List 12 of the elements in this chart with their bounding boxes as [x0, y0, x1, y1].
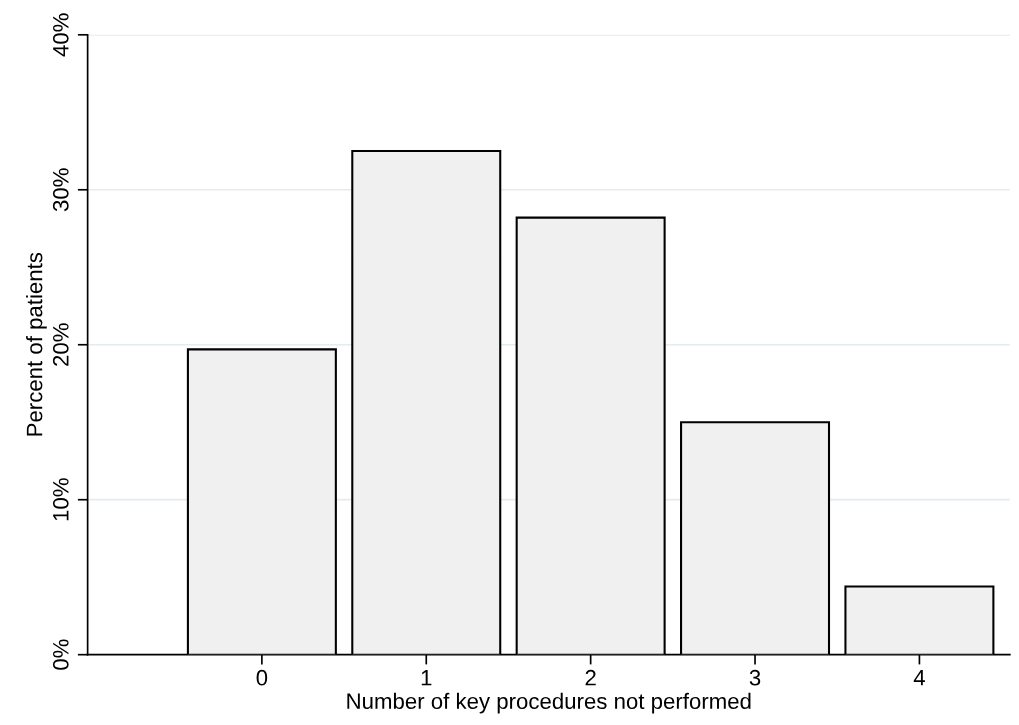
- y-tick-label: 30%: [52, 168, 69, 212]
- y-axis-title: Percent of patients: [26, 252, 47, 436]
- x-tick-label: 3: [749, 669, 761, 686]
- x-tick-label: 0: [256, 669, 268, 686]
- y-tick-label: 10%: [52, 478, 69, 521]
- x-tick-label: 1: [421, 670, 432, 686]
- x-tick-label: 2: [585, 669, 596, 686]
- x-axis-title: Number of key procedures not performed: [347, 692, 751, 714]
- x-tick-label: 4: [913, 670, 925, 686]
- y-tick-label: 0%: [52, 639, 69, 670]
- y-tick-label: 40%: [52, 13, 69, 57]
- y-tick-label: 20%: [52, 323, 69, 366]
